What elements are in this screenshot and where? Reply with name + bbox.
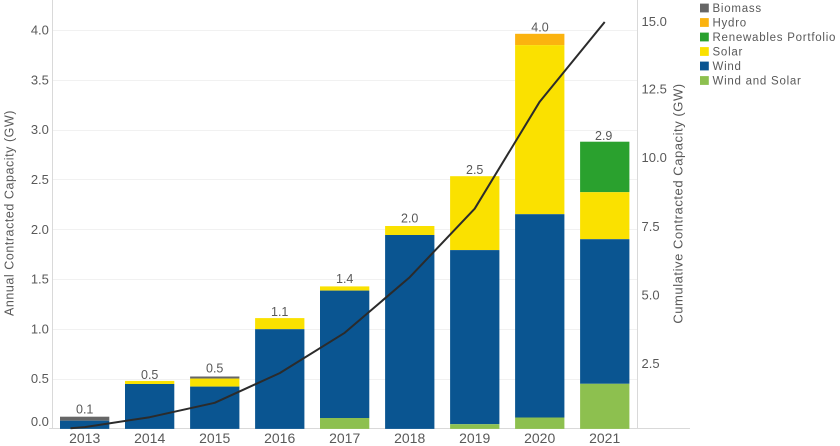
svg-text:2.9: 2.9 bbox=[595, 129, 612, 143]
svg-text:2018: 2018 bbox=[394, 430, 425, 446]
svg-text:Solar: Solar bbox=[713, 47, 744, 59]
svg-text:7.5: 7.5 bbox=[642, 219, 660, 234]
svg-text:1.5: 1.5 bbox=[31, 272, 49, 287]
svg-text:2021: 2021 bbox=[589, 430, 620, 446]
svg-text:2015: 2015 bbox=[199, 430, 230, 446]
svg-text:1.1: 1.1 bbox=[271, 305, 288, 319]
svg-text:2.5: 2.5 bbox=[31, 172, 49, 187]
svg-text:0.5: 0.5 bbox=[141, 368, 158, 382]
svg-text:2017: 2017 bbox=[329, 430, 360, 446]
svg-text:Annual Contracted Capacity (GW: Annual Contracted Capacity (GW) bbox=[3, 110, 17, 316]
svg-text:1.4: 1.4 bbox=[336, 272, 353, 286]
svg-text:2020: 2020 bbox=[524, 430, 555, 446]
svg-text:1.0: 1.0 bbox=[31, 321, 49, 336]
svg-text:10.0: 10.0 bbox=[642, 150, 667, 165]
svg-text:2.5: 2.5 bbox=[466, 163, 483, 177]
svg-text:Biomass: Biomass bbox=[713, 3, 762, 15]
svg-text:0.5: 0.5 bbox=[31, 371, 49, 386]
svg-text:2014: 2014 bbox=[134, 430, 165, 446]
svg-text:15.0: 15.0 bbox=[642, 14, 667, 29]
svg-text:Wind: Wind bbox=[713, 61, 742, 73]
svg-text:2.0: 2.0 bbox=[31, 222, 49, 237]
svg-text:5.0: 5.0 bbox=[642, 287, 660, 302]
svg-text:0.5: 0.5 bbox=[206, 362, 223, 376]
svg-text:12.5: 12.5 bbox=[642, 82, 667, 97]
svg-text:3.5: 3.5 bbox=[31, 72, 49, 87]
svg-text:2013: 2013 bbox=[69, 430, 100, 446]
svg-text:2019: 2019 bbox=[459, 430, 490, 446]
svg-text:Cumulative Contracted Capacity: Cumulative Contracted Capacity (GW) bbox=[670, 83, 685, 323]
svg-text:2016: 2016 bbox=[264, 430, 295, 446]
svg-text:Hydro: Hydro bbox=[713, 18, 747, 30]
svg-text:4.0: 4.0 bbox=[31, 23, 49, 38]
svg-text:2.5: 2.5 bbox=[642, 356, 660, 371]
svg-text:3.0: 3.0 bbox=[31, 122, 49, 137]
svg-text:0.1: 0.1 bbox=[76, 403, 93, 417]
svg-text:0.0: 0.0 bbox=[31, 414, 49, 429]
svg-text:2.0: 2.0 bbox=[401, 211, 418, 225]
svg-text:Wind and Solar: Wind and Solar bbox=[713, 76, 802, 88]
svg-text:4.0: 4.0 bbox=[531, 20, 548, 34]
svg-text:Renewables Portfolio: Renewables Portfolio bbox=[713, 32, 837, 44]
